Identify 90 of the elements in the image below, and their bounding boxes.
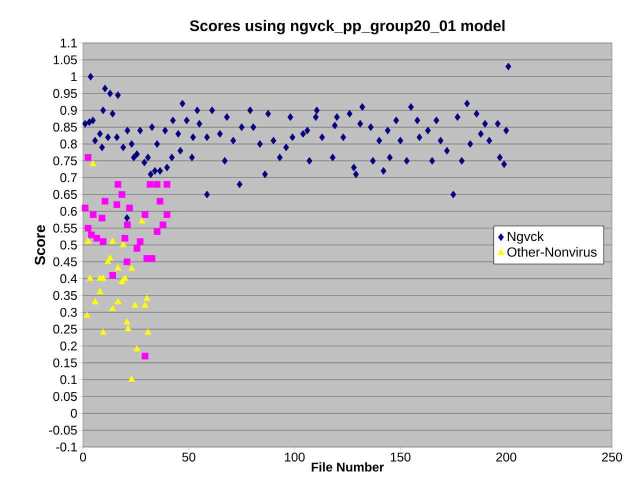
- point: [84, 312, 90, 318]
- point: [84, 154, 92, 161]
- chart-title: Scores using ngvck_pp_group20_01 model: [190, 20, 504, 34]
- point: [124, 318, 130, 324]
- point: [156, 198, 164, 205]
- legend-label: Ngvck: [508, 231, 544, 244]
- point: [84, 224, 92, 232]
- y-tick-label: 0.95: [53, 89, 77, 98]
- y-tick-label: 0.9: [60, 106, 77, 115]
- point: [132, 302, 138, 308]
- y-tick-label: 0.1: [60, 375, 77, 384]
- point: [96, 288, 104, 294]
- point: [102, 198, 108, 205]
- y-tick-label: 1.1: [60, 38, 77, 48]
- x-axis-title: File Number: [312, 462, 384, 472]
- point: [82, 204, 88, 212]
- point: [118, 191, 126, 198]
- point: [154, 181, 160, 188]
- point: [100, 274, 106, 281]
- point: [106, 254, 114, 261]
- point: [134, 245, 140, 252]
- point: [138, 218, 146, 224]
- point: [124, 325, 132, 332]
- y-tick-label: 0.8: [60, 140, 77, 148]
- point: [120, 241, 127, 248]
- point: [114, 181, 122, 188]
- point: [122, 274, 128, 281]
- point: [122, 234, 128, 242]
- point: [142, 352, 148, 360]
- y-tick-label: 0.75: [53, 156, 77, 166]
- point: [98, 214, 106, 222]
- point: [142, 302, 148, 308]
- point: [164, 211, 170, 218]
- point: [88, 232, 95, 238]
- point: [114, 264, 122, 271]
- point: [146, 181, 154, 188]
- point: [124, 258, 130, 266]
- legend-label: Other-Nonvirus: [507, 246, 597, 257]
- y-tick-label: 0.85: [53, 122, 77, 132]
- x-tick-label: 200: [496, 452, 516, 462]
- point: [134, 345, 140, 352]
- point: [148, 255, 156, 262]
- y-tick-label: -0.05: [49, 426, 77, 435]
- point: [100, 238, 106, 245]
- point: [114, 298, 122, 304]
- x-tick-label: 150: [390, 452, 410, 462]
- y-tick-label: 0.7: [60, 173, 77, 182]
- point: [109, 272, 116, 279]
- point: [100, 328, 106, 335]
- point: [128, 264, 136, 271]
- y-tick-label: 0.55: [53, 224, 77, 233]
- x-tick-label: 50: [182, 452, 196, 462]
- point: [124, 221, 131, 228]
- point: [128, 376, 136, 382]
- y-tick-label: -0.1: [56, 442, 77, 452]
- y-axis-title: Score: [34, 225, 46, 265]
- point: [90, 160, 96, 166]
- y-tick-label: 0.4: [60, 274, 78, 284]
- y-tick-label: 0.25: [53, 324, 77, 334]
- x-tick-label: 250: [602, 452, 622, 462]
- x-tick-label: 100: [285, 452, 305, 462]
- point: [109, 238, 116, 244]
- x-tick-label: 0: [80, 452, 86, 462]
- y-tick-label: 0.45: [53, 257, 77, 266]
- point: [126, 204, 133, 212]
- point: [93, 234, 100, 242]
- point: [142, 211, 148, 218]
- point: [160, 221, 166, 228]
- point: [84, 238, 92, 244]
- point: [144, 294, 150, 301]
- y-tick-label: 0: [70, 408, 77, 418]
- point: [136, 238, 144, 245]
- y-tick-label: 0.35: [53, 291, 77, 300]
- point: [90, 211, 96, 218]
- point: [144, 328, 152, 335]
- y-tick-label: 1.05: [54, 55, 77, 64]
- y-tick-label: 1: [71, 72, 77, 82]
- y-tick-label: 0.65: [53, 190, 77, 199]
- y-tick-label: 0.2: [60, 342, 77, 350]
- point: [109, 305, 116, 312]
- point: [86, 274, 94, 281]
- y-tick-label: 0.5: [60, 240, 77, 250]
- y-tick-label: 0.05: [53, 392, 77, 401]
- y-tick-label: 0.3: [60, 308, 77, 317]
- point: [154, 228, 160, 235]
- y-tick-label: 0.15: [53, 358, 77, 368]
- point: [164, 181, 170, 188]
- point: [92, 298, 98, 304]
- point: [114, 201, 120, 208]
- y-tick-label: 0.6: [60, 206, 77, 216]
